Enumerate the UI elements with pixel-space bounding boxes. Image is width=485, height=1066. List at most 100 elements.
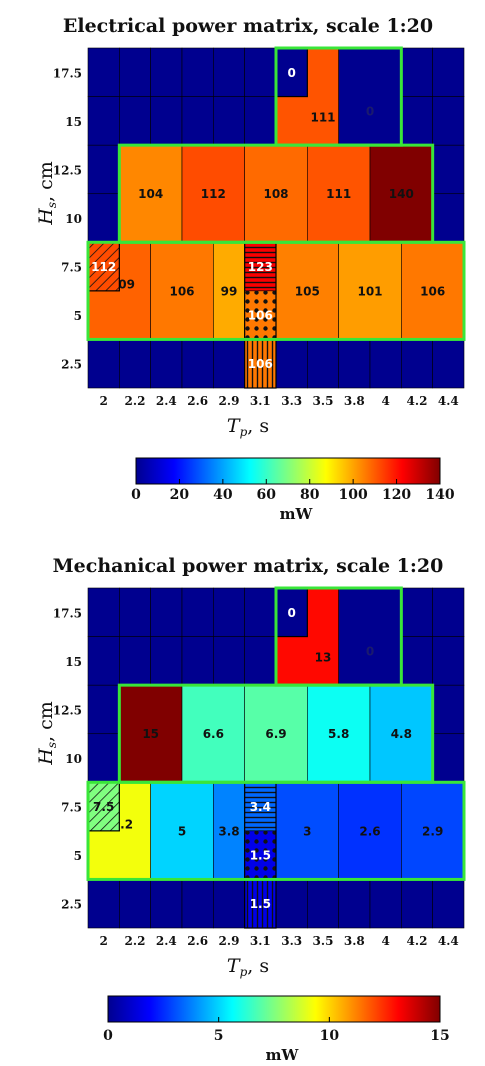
- colorbar-tick-label: 60: [257, 487, 277, 503]
- empty-cell: [432, 587, 465, 637]
- cell-value-label: 0: [366, 105, 374, 119]
- y-axis-label: Hs, cm: [35, 701, 59, 766]
- colorbar: 0 20 40 60 80 100 120 140 mW: [131, 457, 455, 523]
- empty-cell: [87, 144, 120, 195]
- heatmap-cell: 111: [307, 144, 371, 243]
- empty-cell: [87, 733, 120, 783]
- cell-value-label: 2.6: [359, 824, 380, 838]
- colorbar-unit-label: mW: [280, 505, 314, 523]
- empty-cell: [432, 144, 465, 195]
- cell-value-label: 6.9: [265, 727, 286, 741]
- empty-cell: [87, 47, 120, 97]
- x-tick-labels: 2 2.2 2.4 2.6 2.9 3.1 3.3 3.5 3.8 4 4.2 4.4: [99, 394, 458, 408]
- cell-fill: [369, 144, 433, 243]
- empty-cell: [181, 96, 214, 146]
- cell-fill: [119, 684, 183, 783]
- cell-value-label: 4.8: [391, 727, 412, 741]
- cell-hatch: [244, 290, 276, 340]
- empty-cell: [213, 96, 245, 146]
- colorbar-tick-label: 5: [214, 1028, 224, 1044]
- heatmap-cell: 112: [87, 241, 120, 292]
- x-tick-label: 4.2: [407, 394, 428, 408]
- cell-value-label: 108: [263, 187, 288, 201]
- cell-fill: [401, 781, 465, 880]
- x-axis-label: Tp, s: [227, 955, 269, 979]
- colorbar-tick-label: 100: [339, 487, 368, 503]
- cell-value-label: 7.5: [93, 800, 114, 814]
- cell-value-label: 106: [169, 284, 194, 298]
- cell-hatch: [244, 879, 276, 928]
- chart-title: Mechanical power matrix, scale 1:20: [53, 555, 444, 577]
- heatmap-cell: 6.6: [181, 684, 245, 783]
- empty-cell: [307, 879, 339, 929]
- colorbar: 0 5 10 15 mW: [103, 995, 450, 1064]
- colorbar-tick-label: 10: [320, 1028, 340, 1044]
- cell-fill: [307, 144, 371, 243]
- cell-value-label: 106: [420, 284, 445, 298]
- cell-value-label: 0: [287, 606, 295, 620]
- x-tick-label: 4: [381, 934, 389, 948]
- heatmap-cell: 104: [119, 144, 183, 243]
- cell-fill: [275, 781, 339, 880]
- cell-value-label: 5: [178, 824, 186, 838]
- cell-fill: [213, 781, 245, 880]
- empty-cell: [150, 339, 183, 389]
- y-tick-label: 7.5: [61, 801, 82, 815]
- colorbar-unit-label: mW: [266, 1046, 300, 1064]
- cell-value-label: 3.4: [250, 800, 271, 814]
- cell-value-label: 112: [91, 260, 116, 274]
- x-tick-label: 2.2: [125, 394, 146, 408]
- colorbar-tick-label: 140: [425, 487, 454, 503]
- cell-value-label: 3: [303, 824, 311, 838]
- mechanical-power-panel: Mechanical power matrix, scale 1:20 139.…: [35, 555, 466, 1064]
- empty-cell: [369, 339, 402, 389]
- x-axis-label: Tp, s: [227, 415, 269, 439]
- cell-value-label: 99: [221, 284, 238, 298]
- y-tick-label: 2.5: [61, 898, 82, 912]
- cell-value-label: 0: [287, 66, 295, 80]
- heatmap-cell: 105: [275, 241, 339, 340]
- heatmap-cell: 6.9: [244, 684, 308, 783]
- chart-title: Electrical power matrix, scale 1:20: [63, 15, 433, 37]
- x-tick-label: 2.9: [219, 394, 240, 408]
- cell-value-label: 112: [201, 187, 226, 201]
- empty-cell: [87, 339, 120, 389]
- x-tick-label: 3.3: [281, 394, 302, 408]
- empty-cell: [213, 636, 245, 686]
- empty-cell: [213, 47, 245, 97]
- x-tick-label: 2.4: [156, 394, 177, 408]
- colorbar-tick-label: 120: [382, 487, 411, 503]
- colorbar-tick-label: 15: [430, 1028, 449, 1044]
- cell-fill: [150, 781, 214, 880]
- cell-fill: [338, 587, 402, 686]
- heatmap-cell: 3: [275, 781, 339, 880]
- heatmap-cell: 0: [275, 587, 308, 637]
- heatmap-cell: 106: [150, 241, 214, 340]
- heatmap-cell: 108: [244, 144, 308, 243]
- y-tick-label: 15: [65, 655, 82, 669]
- cell-fill: [244, 684, 308, 783]
- empty-cell: [213, 879, 245, 929]
- heatmap-cell: 3.8: [213, 781, 245, 880]
- empty-cell: [150, 879, 183, 929]
- x-tick-label: 3.1: [250, 934, 271, 948]
- cell-value-label: 106: [248, 357, 273, 371]
- y-axis-label: Hs, cm: [35, 161, 59, 226]
- empty-cell: [181, 47, 214, 97]
- cell-fill: [181, 144, 245, 243]
- empty-cell: [432, 684, 465, 735]
- colorbar-tick-label: 40: [213, 487, 233, 503]
- cell-value-label: 140: [389, 187, 414, 201]
- electrical-power-panel: Electrical power matrix, scale 1:20 111 1…: [35, 15, 466, 523]
- empty-cell: [213, 587, 245, 637]
- x-tick-labels: 2 2.2 2.4 2.6 2.9 3.1 3.3 3.5 3.8 4 4.2 4.4: [99, 934, 458, 948]
- y-tick-label: 5: [74, 849, 82, 863]
- x-tick-label: 3.3: [281, 934, 302, 948]
- x-tick-label: 2: [99, 934, 107, 948]
- heatmap-cell: 2.9: [401, 781, 465, 880]
- x-tick-label: 4.4: [438, 394, 459, 408]
- x-tick-label: 2.6: [187, 934, 208, 948]
- colorbar-tick-label: 80: [300, 487, 320, 503]
- empty-cell: [338, 339, 371, 389]
